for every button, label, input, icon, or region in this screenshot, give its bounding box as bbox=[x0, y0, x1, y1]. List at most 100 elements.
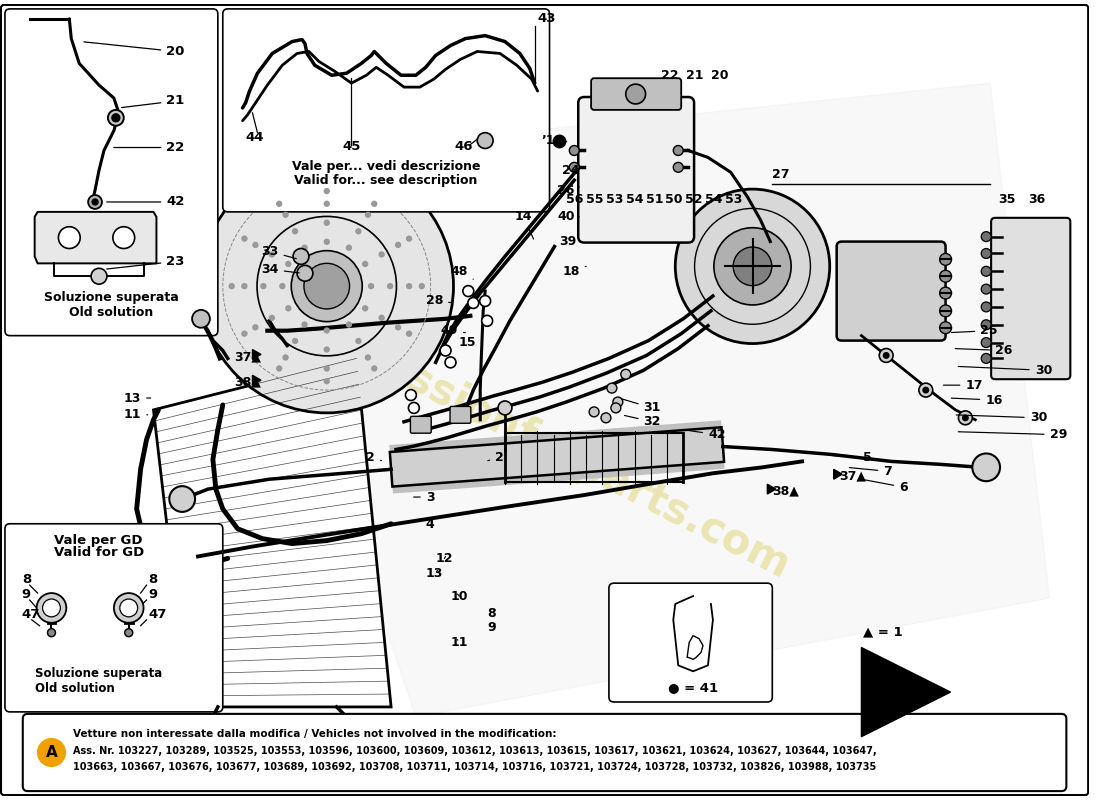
Text: 54: 54 bbox=[705, 194, 723, 206]
Circle shape bbox=[192, 310, 210, 328]
Circle shape bbox=[882, 352, 890, 359]
Circle shape bbox=[261, 284, 266, 289]
Text: 43: 43 bbox=[538, 12, 557, 25]
Text: 39: 39 bbox=[560, 235, 582, 248]
Text: 8: 8 bbox=[22, 573, 31, 586]
Text: 33: 33 bbox=[262, 245, 296, 258]
Circle shape bbox=[477, 133, 493, 149]
Text: 55: 55 bbox=[586, 194, 604, 206]
Text: 23: 23 bbox=[107, 255, 185, 269]
Text: 21: 21 bbox=[122, 94, 185, 107]
Text: 4: 4 bbox=[421, 518, 434, 531]
Circle shape bbox=[939, 270, 952, 282]
Text: 31: 31 bbox=[621, 399, 661, 414]
Circle shape bbox=[324, 202, 329, 206]
Circle shape bbox=[879, 349, 893, 362]
Circle shape bbox=[293, 229, 297, 234]
FancyBboxPatch shape bbox=[6, 524, 223, 712]
FancyBboxPatch shape bbox=[591, 78, 681, 110]
Circle shape bbox=[407, 284, 411, 289]
Circle shape bbox=[120, 599, 138, 617]
Polygon shape bbox=[253, 375, 261, 385]
Text: 40: 40 bbox=[558, 210, 580, 223]
Text: 2: 2 bbox=[366, 451, 382, 464]
Text: 38▲: 38▲ bbox=[772, 485, 800, 498]
Text: 54: 54 bbox=[626, 194, 644, 206]
Polygon shape bbox=[673, 596, 713, 671]
Text: Vale per GD: Vale per GD bbox=[55, 534, 143, 546]
Circle shape bbox=[253, 242, 257, 247]
Text: 47: 47 bbox=[22, 608, 41, 621]
Text: ▲ = 1: ▲ = 1 bbox=[864, 626, 903, 638]
Polygon shape bbox=[389, 427, 724, 486]
Circle shape bbox=[981, 302, 991, 312]
Text: 5: 5 bbox=[833, 451, 872, 464]
Circle shape bbox=[673, 162, 683, 172]
Text: 37▲: 37▲ bbox=[234, 350, 262, 363]
Text: 53: 53 bbox=[606, 194, 624, 206]
Circle shape bbox=[324, 347, 329, 352]
Circle shape bbox=[590, 407, 600, 417]
Circle shape bbox=[92, 199, 98, 205]
Text: 34: 34 bbox=[262, 263, 299, 276]
Text: ● = 41: ● = 41 bbox=[668, 681, 718, 694]
Text: 30: 30 bbox=[956, 411, 1047, 424]
Text: 42: 42 bbox=[686, 428, 725, 441]
Text: 56: 56 bbox=[566, 194, 584, 206]
Circle shape bbox=[396, 242, 400, 247]
FancyBboxPatch shape bbox=[579, 97, 694, 242]
Circle shape bbox=[407, 236, 411, 241]
Text: 12: 12 bbox=[436, 552, 453, 565]
Circle shape bbox=[91, 268, 107, 284]
Text: 🐎: 🐎 bbox=[684, 618, 702, 647]
Circle shape bbox=[981, 249, 991, 258]
Text: 49: 49 bbox=[441, 324, 465, 337]
Text: Soluzione superata: Soluzione superata bbox=[44, 291, 178, 304]
Circle shape bbox=[379, 315, 384, 320]
Text: 20: 20 bbox=[711, 69, 728, 82]
FancyBboxPatch shape bbox=[609, 583, 772, 702]
Circle shape bbox=[468, 298, 478, 309]
Circle shape bbox=[283, 212, 288, 218]
Circle shape bbox=[396, 325, 400, 330]
Circle shape bbox=[463, 286, 474, 297]
Circle shape bbox=[570, 162, 580, 172]
Text: 20: 20 bbox=[84, 42, 185, 58]
Circle shape bbox=[626, 84, 646, 104]
Text: 2: 2 bbox=[487, 451, 504, 464]
FancyBboxPatch shape bbox=[23, 714, 1066, 791]
Polygon shape bbox=[228, 83, 1049, 717]
Text: 27: 27 bbox=[772, 168, 790, 181]
Text: 22: 22 bbox=[113, 141, 185, 154]
Circle shape bbox=[302, 322, 307, 327]
Text: 21: 21 bbox=[686, 69, 704, 82]
FancyBboxPatch shape bbox=[410, 416, 431, 433]
Circle shape bbox=[620, 370, 630, 379]
Circle shape bbox=[253, 325, 257, 330]
Circle shape bbox=[601, 413, 610, 422]
Text: Old solution: Old solution bbox=[35, 682, 114, 695]
Polygon shape bbox=[154, 358, 392, 707]
Circle shape bbox=[47, 629, 55, 637]
Circle shape bbox=[419, 284, 425, 289]
FancyBboxPatch shape bbox=[1, 5, 1088, 795]
Circle shape bbox=[112, 114, 120, 122]
Text: 15: 15 bbox=[459, 336, 483, 349]
Text: www.passionforparts.com: www.passionforparts.com bbox=[233, 272, 796, 587]
Text: 9: 9 bbox=[22, 588, 31, 601]
Text: 103663, 103667, 103676, 103677, 103689, 103692, 103708, 103711, 103714, 103716, : 103663, 103667, 103676, 103677, 103689, … bbox=[74, 762, 877, 772]
Text: 53: 53 bbox=[725, 194, 742, 206]
Text: 46: 46 bbox=[454, 141, 473, 154]
Circle shape bbox=[939, 287, 952, 299]
Circle shape bbox=[368, 284, 374, 289]
Text: 3: 3 bbox=[414, 490, 435, 503]
Circle shape bbox=[379, 252, 384, 257]
Polygon shape bbox=[834, 470, 843, 479]
Circle shape bbox=[114, 593, 144, 622]
Text: 52: 52 bbox=[685, 194, 703, 206]
Circle shape bbox=[406, 390, 417, 401]
Circle shape bbox=[610, 403, 620, 413]
Circle shape bbox=[242, 284, 246, 289]
Circle shape bbox=[981, 266, 991, 276]
Circle shape bbox=[277, 202, 282, 206]
